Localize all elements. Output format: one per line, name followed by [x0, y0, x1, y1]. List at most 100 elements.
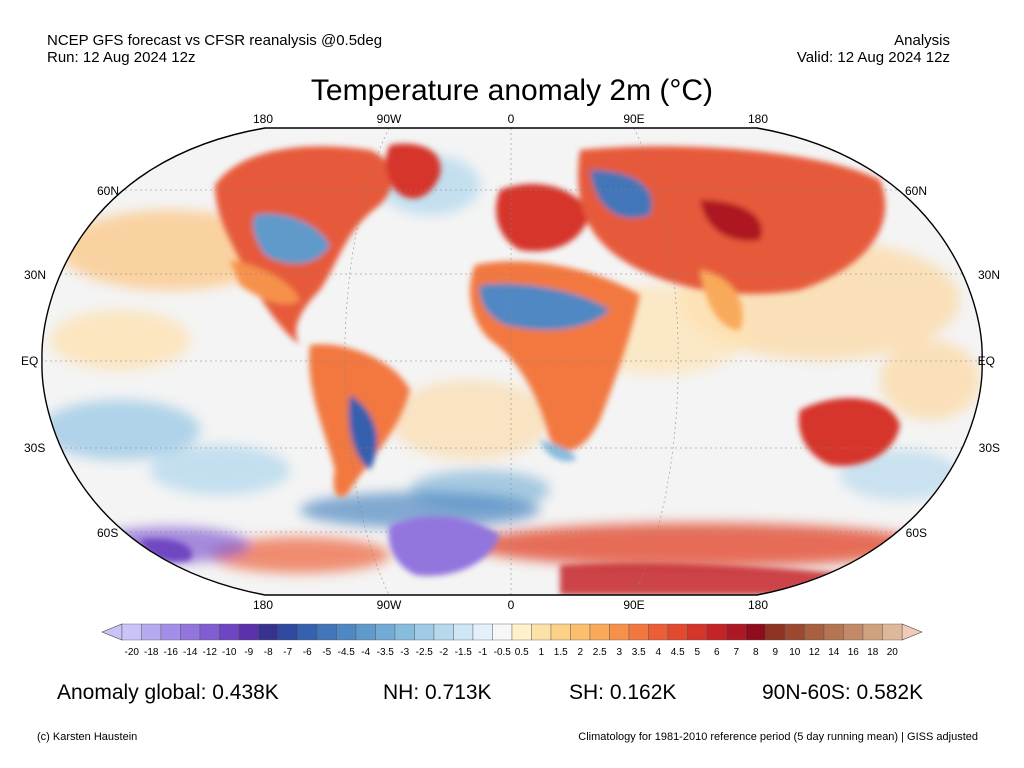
- graticule: [41, 128, 983, 595]
- colorbar-label: 6: [713, 647, 720, 658]
- colorbar-label: -7: [283, 647, 293, 658]
- colorbar-label: 9: [772, 647, 779, 658]
- colorbar-label: -10: [222, 647, 237, 658]
- colorbar-swatch: [238, 623, 259, 641]
- colorbar-label: 18: [867, 647, 879, 658]
- colorbar-label: 16: [847, 647, 859, 658]
- colorbar-label: -6: [302, 647, 312, 658]
- right-lat-label-4: 60S: [905, 526, 927, 540]
- analysis-type: Analysis: [894, 32, 950, 49]
- left-lat-label-0: 60N: [97, 184, 120, 198]
- left-lat-label-3: 30S: [24, 441, 46, 455]
- colorbar-label: -3: [400, 647, 410, 658]
- colorbar-swatch: [355, 623, 376, 641]
- colorbar-label: 2: [577, 647, 584, 658]
- colorbar-label: 3: [616, 647, 623, 658]
- colorbar-swatch: [277, 623, 298, 641]
- left-lat-label-2: EQ: [21, 354, 39, 368]
- colorbar-label: -0.5: [493, 647, 511, 658]
- bottom-lon-label-0: 180: [252, 598, 274, 612]
- left-lat-label-1: 30N: [24, 268, 47, 282]
- colorbar-min-arrow: [101, 623, 123, 641]
- colorbar-label: 1: [538, 647, 545, 658]
- colorbar-swatch: [375, 623, 396, 641]
- colorbar-label: 4.5: [670, 647, 685, 658]
- right-lat-label-0: 60N: [904, 184, 927, 198]
- colorbar-label: 12: [808, 647, 820, 658]
- colorbar-label: 10: [789, 647, 801, 658]
- colorbar-swatch: [121, 623, 142, 641]
- stat-nh: NH: 0.713K: [383, 681, 492, 704]
- colorbar: [101, 623, 923, 641]
- colorbar-label: 1.5: [553, 647, 568, 658]
- colorbar-label: -9: [244, 647, 254, 658]
- bottom-lon-label-2: 0: [507, 598, 515, 612]
- colorbar-label: -4: [361, 647, 371, 658]
- colorbar-swatch: [862, 623, 883, 641]
- colorbar-label: 5: [694, 647, 701, 658]
- colorbar-swatch: [394, 623, 415, 641]
- top-lon-label-1: 90W: [376, 112, 402, 126]
- colorbar-swatch: [550, 623, 571, 641]
- colorbar-swatch: [687, 623, 708, 641]
- colorbar-swatch: [648, 623, 669, 641]
- bottom-lon-label-1: 90W: [376, 598, 402, 612]
- colorbar-swatch: [433, 623, 454, 641]
- colorbar-swatch: [843, 623, 864, 641]
- colorbar-label: -20: [124, 647, 139, 658]
- colorbar-swatch: [667, 623, 688, 641]
- colorbar-swatch: [414, 623, 435, 641]
- colorbar-label: -1: [478, 647, 488, 658]
- colorbar-label: 2.5: [592, 647, 607, 658]
- colorbar-swatch: [589, 623, 610, 641]
- colorbar-label: -2: [439, 647, 449, 658]
- colorbar-label: -18: [144, 647, 159, 658]
- colorbar-swatch: [882, 623, 903, 641]
- colorbar-label: 8: [752, 647, 759, 658]
- top-lon-label-2: 0: [507, 112, 515, 126]
- colorbar-swatch: [336, 623, 357, 641]
- colorbar-swatch: [199, 623, 220, 641]
- colorbar-swatch: [784, 623, 805, 641]
- run-time: Run: 12 Aug 2024 12z: [47, 49, 196, 66]
- colorbar-swatch: [706, 623, 727, 641]
- bottom-lon-label-3: 90E: [623, 598, 645, 612]
- right-lat-label-2: EQ: [977, 354, 995, 368]
- colorbar-label: -3.5: [376, 647, 394, 658]
- right-lat-label-1: 30N: [977, 268, 1000, 282]
- top-lon-label-3: 90E: [623, 112, 645, 126]
- anomaly-field: [41, 128, 983, 595]
- colorbar-label: 14: [828, 647, 840, 658]
- model-description: NCEP GFS forecast vs CFSR reanalysis @0.…: [47, 32, 383, 49]
- valid-time: Valid: 12 Aug 2024 12z: [796, 49, 950, 66]
- colorbar-swatch: [492, 623, 513, 641]
- colorbar-label: 7: [733, 647, 740, 658]
- colorbar-swatch: [531, 623, 552, 641]
- colorbar-max-arrow: [901, 623, 923, 641]
- top-lon-label-0: 180: [252, 112, 274, 126]
- colorbar-label: -5: [322, 647, 332, 658]
- colorbar-label: 4: [655, 647, 662, 658]
- colorbar-swatch: [765, 623, 786, 641]
- continents: [140, 143, 900, 595]
- colorbar-swatch: [570, 623, 591, 641]
- colorbar-label: -8: [263, 647, 273, 658]
- colorbar-swatch: [258, 623, 279, 641]
- colorbar-swatch: [180, 623, 201, 641]
- stat-global: Anomaly global: 0.438K: [57, 681, 279, 704]
- colorbar-label: -12: [202, 647, 217, 658]
- colorbar-swatch: [316, 623, 337, 641]
- left-lat-label-4: 60S: [97, 526, 119, 540]
- colorbar-swatch: [628, 623, 649, 641]
- colorbar-swatch: [472, 623, 493, 641]
- colorbar-swatch: [823, 623, 844, 641]
- top-lon-label-4: 180: [747, 112, 769, 126]
- colorbar-label: 20: [886, 647, 898, 658]
- colorbar-label: 3.5: [631, 647, 646, 658]
- colorbar-swatch: [219, 623, 240, 641]
- colorbar-swatch: [745, 623, 766, 641]
- credit: (c) Karsten Haustein: [37, 731, 138, 743]
- climatology-note: Climatology for 1981-2010 reference peri…: [578, 731, 978, 743]
- colorbar-swatch: [726, 623, 747, 641]
